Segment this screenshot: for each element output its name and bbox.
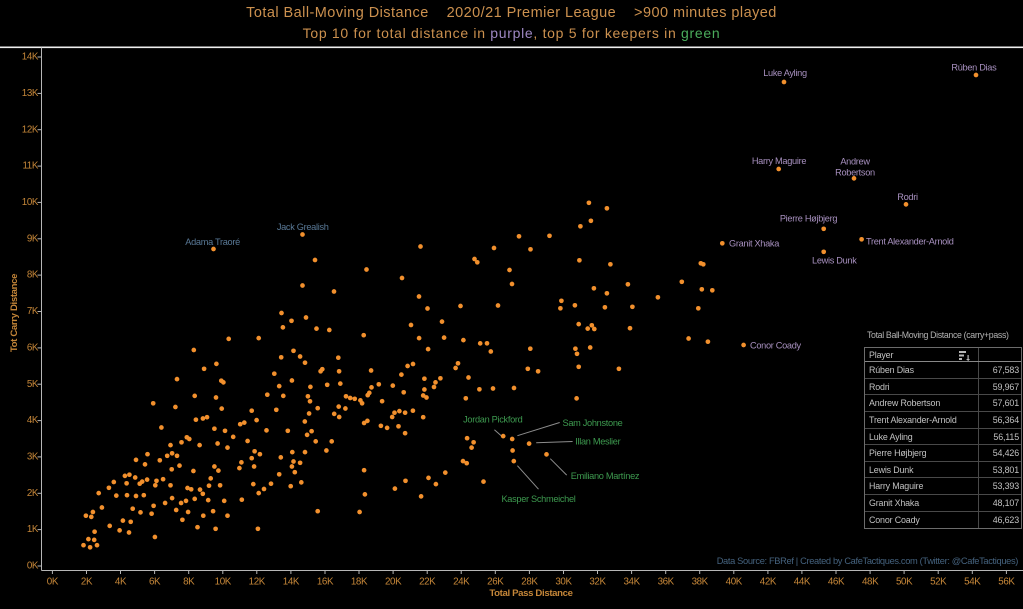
- svg-text:Kasper Schmeichel: Kasper Schmeichel: [501, 494, 575, 504]
- svg-text:22K: 22K: [419, 577, 436, 588]
- svg-text:34K: 34K: [623, 577, 640, 588]
- svg-text:3K: 3K: [27, 452, 39, 463]
- svg-text:Pierre Højbjerg: Pierre Højbjerg: [780, 213, 837, 223]
- svg-text:40K: 40K: [726, 577, 743, 588]
- svg-text:32K: 32K: [589, 577, 606, 588]
- svg-text:48K: 48K: [862, 577, 879, 588]
- svg-text:46K: 46K: [828, 577, 845, 588]
- svg-text:44K: 44K: [794, 577, 811, 588]
- svg-text:6K: 6K: [27, 343, 39, 354]
- svg-text:4K: 4K: [115, 577, 127, 588]
- svg-text:Jack Grealish: Jack Grealish: [277, 222, 329, 232]
- svg-text:54K: 54K: [964, 577, 981, 588]
- svg-text:50K: 50K: [896, 577, 913, 588]
- svg-text:Rúben Dias: Rúben Dias: [951, 63, 997, 73]
- svg-text:Total Pass Distance: Total Pass Distance: [489, 588, 572, 599]
- svg-text:7K: 7K: [27, 306, 39, 317]
- svg-text:2K: 2K: [27, 488, 39, 499]
- svg-text:38K: 38K: [692, 577, 709, 588]
- svg-text:Tot Carry Distance: Tot Carry Distance: [9, 274, 20, 352]
- svg-text:5K: 5K: [27, 379, 39, 390]
- svg-text:9K: 9K: [27, 233, 39, 244]
- svg-text:20K: 20K: [385, 577, 402, 588]
- svg-text:Illan Meslier: Illan Meslier: [575, 436, 620, 446]
- svg-text:12K: 12K: [249, 577, 266, 588]
- svg-text:Lewis Dunk: Lewis Dunk: [812, 256, 857, 266]
- svg-text:42K: 42K: [760, 577, 777, 588]
- svg-text:Andrew: Andrew: [840, 157, 870, 167]
- svg-text:Emiliano Martínez: Emiliano Martínez: [571, 471, 640, 481]
- svg-text:2K: 2K: [81, 577, 93, 588]
- svg-text:8K: 8K: [183, 577, 195, 588]
- svg-text:Trent Alexander-Arnold: Trent Alexander-Arnold: [866, 237, 954, 247]
- svg-text:30K: 30K: [555, 577, 572, 588]
- svg-text:Granit Xhaka: Granit Xhaka: [729, 238, 780, 248]
- svg-text:Harry Maguire: Harry Maguire: [752, 156, 806, 166]
- svg-text:13K: 13K: [22, 88, 39, 99]
- svg-text:16K: 16K: [317, 577, 334, 588]
- svg-text:0K: 0K: [47, 577, 59, 588]
- svg-text:1K: 1K: [27, 524, 39, 535]
- svg-text:10K: 10K: [215, 577, 232, 588]
- svg-text:0K: 0K: [27, 561, 39, 572]
- svg-text:56K: 56K: [998, 577, 1015, 588]
- svg-text:Data Source: FBRef | Created b: Data Source: FBRef | Created by CafeTact…: [717, 556, 1019, 566]
- svg-text:Rodri: Rodri: [897, 192, 918, 202]
- svg-text:52K: 52K: [930, 577, 947, 588]
- svg-text:Total Ball-Moving Distance (ca: Total Ball-Moving Distance (carry+pass): [867, 330, 1009, 340]
- svg-text:28K: 28K: [521, 577, 538, 588]
- svg-text:26K: 26K: [487, 577, 504, 588]
- svg-text:Adama Traoré: Adama Traoré: [185, 237, 240, 247]
- svg-text:4K: 4K: [27, 415, 39, 426]
- svg-text:Robertson: Robertson: [835, 167, 875, 177]
- svg-text:8K: 8K: [27, 270, 39, 281]
- svg-text:Conor Coady: Conor Coady: [750, 340, 802, 350]
- svg-text:Sam Johnstone: Sam Johnstone: [563, 418, 623, 428]
- svg-text:Jordan Pickford: Jordan Pickford: [463, 415, 523, 425]
- svg-text:6K: 6K: [149, 577, 161, 588]
- svg-text:11K: 11K: [22, 161, 38, 172]
- svg-text:18K: 18K: [351, 577, 368, 588]
- svg-text:24K: 24K: [453, 577, 470, 588]
- svg-text:12K: 12K: [22, 124, 39, 135]
- svg-text:14K: 14K: [283, 577, 300, 588]
- svg-text:10K: 10K: [22, 197, 39, 208]
- svg-text:Luke Ayling: Luke Ayling: [763, 68, 807, 78]
- svg-text:36K: 36K: [658, 577, 675, 588]
- svg-text:14K: 14K: [22, 52, 39, 63]
